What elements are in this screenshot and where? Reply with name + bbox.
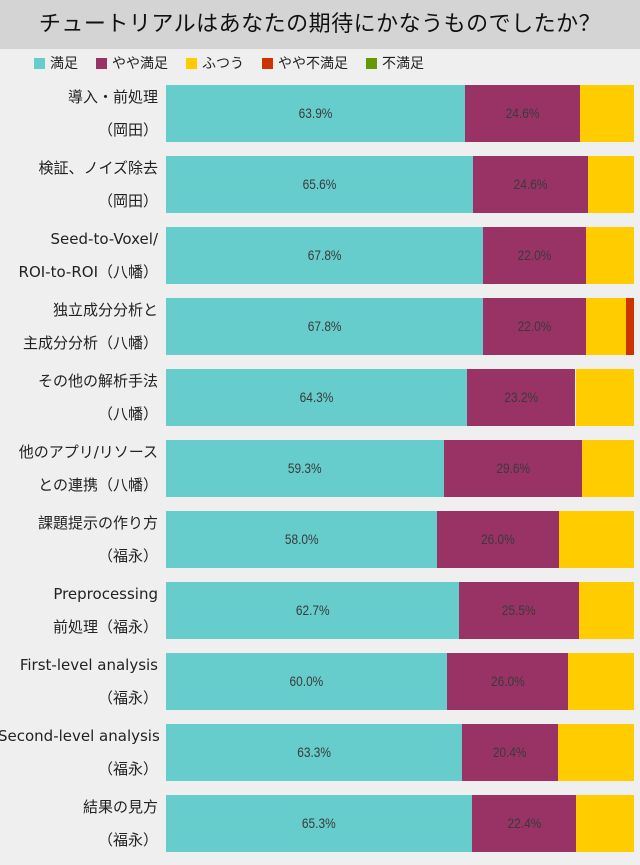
data-label: 22.4% [507,815,541,831]
data-label: 65.6% [302,176,337,192]
bar-segment [443,440,583,497]
category-label: Second-level analysis [0,727,160,745]
bar-segment [626,298,634,355]
category-label: （福永） [97,547,158,565]
bar-segment [166,795,472,852]
data-label: 67.8% [307,318,342,334]
bar-segment [166,227,484,284]
category-label: 前処理（福永） [52,618,158,636]
legend-label: 満足 [50,56,78,72]
bar-segment [588,156,634,213]
data-label: 26.0% [481,531,516,547]
category-label: 主成分分析（八幡） [22,334,158,352]
category-label: ROI-to-ROI（八幡） [18,263,158,281]
legend-label: やや満足 [112,56,168,72]
legend-swatch [34,57,45,69]
bar-segment [462,724,558,781]
bar-segment [465,85,581,142]
legend-label: やや不満足 [278,56,348,72]
data-label: 63.3% [297,744,331,760]
category-label: （岡田） [97,121,158,139]
data-label: 22.0% [517,318,552,334]
bar-segment [466,369,576,426]
data-label: 20.4% [493,744,527,760]
legend-label: ふつう [202,56,244,72]
bar-segment [559,511,634,568]
data-label: 62.7% [295,602,330,618]
legend-label: 不満足 [382,56,424,72]
category-label: （福永） [97,689,158,707]
bar-segment [473,156,589,213]
data-label: 24.6% [505,105,540,121]
category-label: 課題提示の作り方 [37,514,158,532]
category-label: （福永） [97,831,158,849]
bar-segment [437,511,560,568]
category-label: 導入・前処理 [67,88,158,106]
category-label: First-level analysis [19,656,158,674]
data-label: 60.0% [289,673,324,689]
bar-segment [446,653,569,710]
bar-segment [166,156,473,213]
data-label: 65.3% [301,815,336,831]
legend-item: やや満足 [96,53,168,73]
bar-segment [557,724,634,781]
bar-segment [459,582,579,639]
bar-segment [578,582,634,639]
legend-swatch [262,57,273,69]
legend-swatch [186,57,197,69]
legend-swatch [366,57,377,69]
data-label: 58.0% [284,531,319,547]
bar-segment [568,653,634,710]
category-label: （福永） [97,760,158,778]
data-label: 29.6% [495,460,530,476]
category-label: Seed-to-Voxel/ [50,230,158,248]
data-label: 26.0% [490,673,525,689]
bar-segment [471,795,577,852]
bar-segment [166,440,444,497]
legend-item: 不満足 [366,53,424,73]
bar-segment [166,369,467,426]
category-label: その他の解析手法 [37,372,158,390]
data-label: 67.8% [307,247,342,263]
bar-segment [576,795,634,852]
data-label: 25.5% [502,602,536,618]
category-label: 独立成分分析と [52,301,158,319]
category-label: （岡田） [97,192,158,210]
bar-segment [586,298,627,355]
legend-swatch [96,57,107,69]
bar-segment [483,298,587,355]
category-label: 結果の見方 [82,798,158,816]
bar-segment [580,85,634,142]
data-label: 22.0% [517,247,552,263]
bar-segment [575,369,634,426]
legend-item: 満足 [34,53,78,73]
bar-segment [166,653,447,710]
legend-item: やや不満足 [262,53,348,73]
data-label: 64.3% [299,389,334,405]
category-label: （八幡） [97,405,158,423]
legend-item: ふつう [186,53,244,73]
bar-segment [166,85,466,142]
bar-segment [166,298,484,355]
legend: 満足 やや満足 ふつう やや不満足 不満足 [34,53,442,73]
bar-segment [166,582,460,639]
category-label: 検証、ノイズ除去 [38,159,158,177]
bar-segment [166,724,463,781]
data-label: 59.3% [287,460,322,476]
category-label: Preprocessing [53,585,158,603]
bar-segment [582,440,634,497]
category-label: 他のアプリ/リソース [18,443,158,461]
bar-segment [483,227,587,284]
bar-segment [166,511,438,568]
bar-segment [586,227,634,284]
category-label: との連携（八幡） [38,476,158,494]
chart-title: チュートリアルはあなたの期待にかなうものでしたか？ [0,0,640,49]
data-label: 23.2% [504,389,539,405]
data-label: 24.6% [513,176,548,192]
data-label: 63.9% [298,105,333,121]
